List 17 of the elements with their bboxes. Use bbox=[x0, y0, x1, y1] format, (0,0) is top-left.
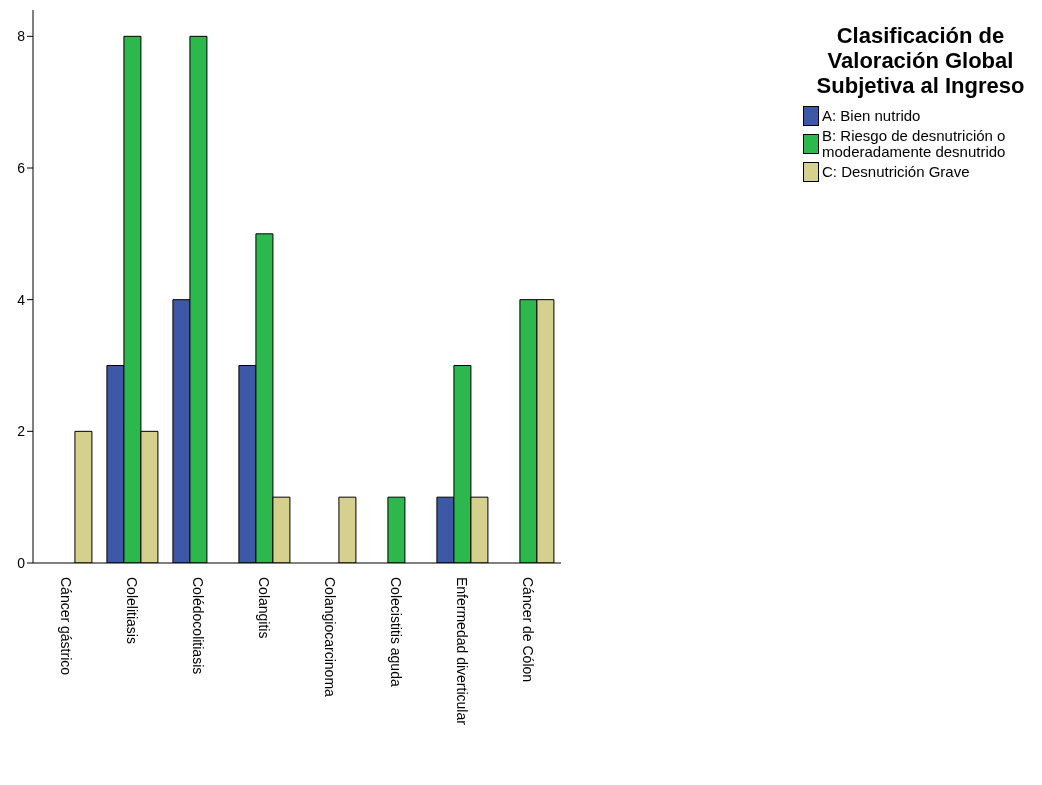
x-tick-label: Cáncer de Cólon bbox=[520, 577, 536, 683]
y-tick-label: 2 bbox=[17, 423, 26, 440]
y-tick-label: 0 bbox=[17, 554, 26, 571]
x-tick-label: Colecistitis aguda bbox=[388, 577, 404, 687]
y-tick-label: 8 bbox=[17, 28, 26, 45]
y-tick-label: 4 bbox=[17, 291, 26, 308]
x-tick-label: Cáncer gástrico bbox=[58, 577, 74, 676]
legend-label: B: Riesgo de desnutrición o moderadamente desnutrido bbox=[822, 127, 1007, 160]
x-tick-label: Colangiocarcinoma bbox=[322, 577, 338, 698]
y-tick-label: 6 bbox=[17, 159, 26, 176]
x-tick-label: Colangitis bbox=[256, 577, 272, 639]
legend-title: Clasificación de Valoración Global Subjetiva al Ingreso bbox=[815, 23, 1026, 98]
legend-label: A: Bien nutrido bbox=[822, 107, 921, 124]
x-tick-label: Colelitiasis bbox=[124, 577, 140, 644]
legend-label: C: Desnutrición Grave bbox=[822, 163, 970, 180]
x-tick-label: Colédocolitiasis bbox=[190, 577, 206, 675]
x-tick-label: Enfermedad diverticular bbox=[454, 577, 470, 726]
